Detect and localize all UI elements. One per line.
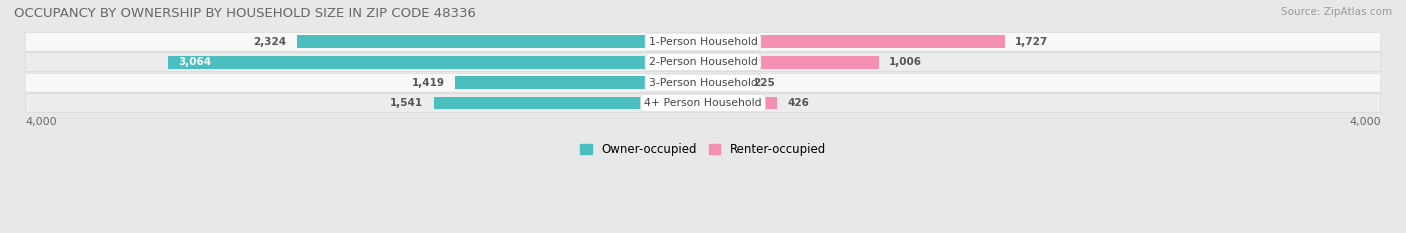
Text: 1,006: 1,006: [889, 57, 922, 67]
Text: 1,419: 1,419: [412, 78, 444, 88]
Text: 1-Person Household: 1-Person Household: [648, 37, 758, 47]
Text: 2-Person Household: 2-Person Household: [648, 57, 758, 67]
FancyBboxPatch shape: [25, 32, 1381, 51]
Text: 4,000: 4,000: [1350, 117, 1381, 127]
Text: 4+ Person Household: 4+ Person Household: [644, 98, 762, 108]
Bar: [297, 35, 703, 48]
Text: OCCUPANCY BY OWNERSHIP BY HOUSEHOLD SIZE IN ZIP CODE 48336: OCCUPANCY BY OWNERSHIP BY HOUSEHOLD SIZE…: [14, 7, 477, 20]
Text: 1,541: 1,541: [391, 98, 423, 108]
Text: Source: ZipAtlas.com: Source: ZipAtlas.com: [1281, 7, 1392, 17]
FancyBboxPatch shape: [25, 94, 1381, 113]
Text: 426: 426: [787, 98, 810, 108]
Legend: Owner-occupied, Renter-occupied: Owner-occupied, Renter-occupied: [575, 139, 831, 161]
Text: 3,064: 3,064: [179, 57, 211, 67]
Bar: [456, 76, 703, 89]
Text: 225: 225: [752, 78, 775, 88]
Text: 4,000: 4,000: [25, 117, 56, 127]
Bar: [703, 76, 742, 89]
FancyBboxPatch shape: [25, 73, 1381, 92]
Text: 1,727: 1,727: [1015, 37, 1049, 47]
FancyBboxPatch shape: [25, 53, 1381, 72]
Text: 3-Person Household: 3-Person Household: [648, 78, 758, 88]
Bar: [703, 97, 778, 110]
Bar: [434, 97, 703, 110]
Text: 2,324: 2,324: [253, 37, 287, 47]
Bar: [703, 35, 1005, 48]
Bar: [703, 56, 879, 69]
Bar: [167, 56, 703, 69]
